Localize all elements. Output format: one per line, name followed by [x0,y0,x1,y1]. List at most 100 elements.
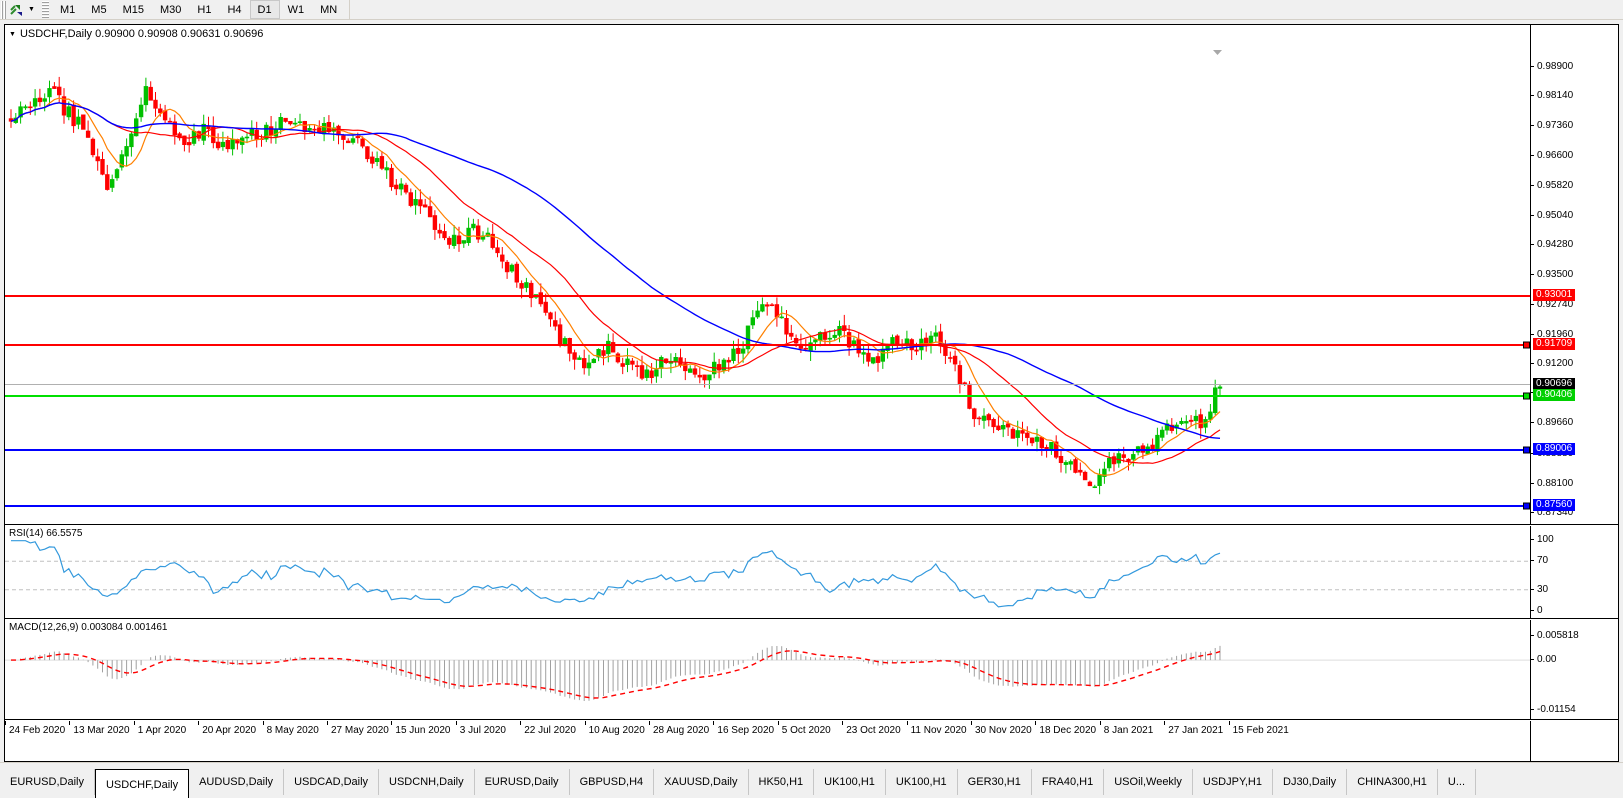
chart-scroll-marker[interactable] [1213,50,1222,55]
date-tick: 23 Oct 2020 [842,721,901,736]
symbol-tab-eurusddaily[interactable]: EURUSD,Daily [0,769,95,795]
toolbar-separator [42,1,49,18]
timeframe-button-d1[interactable]: D1 [249,0,280,19]
price-tag-support[interactable]: 0.90406 [1533,388,1576,401]
date-tick: 5 Oct 2020 [777,721,831,736]
rsi-axis: 100 70 30 0 [1530,526,1618,618]
rsi-tick: 70 [1531,556,1548,566]
symbol-tab-usdjpyh1[interactable]: USDJPY,H1 [1193,769,1273,795]
date-tick: 3 Jul 2020 [455,721,506,736]
toolbar-grip[interactable] [1,0,7,19]
macd-tick: -0.01154 [1531,705,1576,715]
macd-axis: 0.005818 0.00 -0.01154 [1530,620,1618,719]
date-tick: 15 Feb 2021 [1228,721,1289,736]
price-tick: 0.93500 [1531,270,1573,280]
date-tick: 22 Jul 2020 [520,721,576,736]
macd-tick: 0.00 [1531,655,1556,665]
date-tick: 11 Nov 2020 [906,721,967,736]
symbol-tab-china300h1[interactable]: CHINA300,H1 [1347,769,1438,795]
price-plot[interactable] [5,25,1530,524]
timeframe-button-mn[interactable]: MN [320,3,338,16]
time-axis-corner [1530,721,1618,761]
symbol-tab-usdcnhdaily[interactable]: USDCNH,Daily [379,769,475,795]
macd-svg [5,645,1530,701]
crosshair-icon[interactable] [9,2,26,18]
price-tick: 0.94280 [1531,240,1573,250]
price-tick: 0.95040 [1531,210,1573,221]
price-pane[interactable]: ▼ USDCHF,Daily 0.90900 0.90908 0.90631 0… [5,25,1618,525]
timeframe-button-m30[interactable]: M30 [159,3,182,16]
level-line-blue[interactable] [5,448,1530,451]
timeframe-button-m1[interactable]: M1 [60,3,76,16]
chart-area[interactable]: ▼ USDCHF,Daily 0.90900 0.90908 0.90631 0… [4,24,1619,762]
symbol-tab-bar[interactable]: EURUSD,Daily USDCHF,Daily AUDUSD,Daily USDC… [0,762,1623,798]
price-axis[interactable]: 0.98900 0.98140 0.97360 0.96600 0.95820 0.950… [1530,25,1618,524]
time-axis[interactable]: 24 Feb 2020 13 Mar 2020 1 Apr 2020 20 Apr 2… [4,721,1530,761]
price-tag-support[interactable]: 0.87560 [1533,498,1576,511]
date-tick: 10 Aug 2020 [584,721,645,736]
symbol-tab-hk50h1[interactable]: HK50,H1 [749,769,815,795]
level-line-handle[interactable] [1523,341,1530,349]
symbol-tab-xauusddaily[interactable]: XAUUSD,Daily [654,769,749,795]
rsi-tick: 100 [1531,535,1554,545]
symbol-tab-audusddaily[interactable]: AUDUSD,Daily [189,769,285,795]
symbol-tab-uk100h1[interactable]: UK100,H1 [814,769,886,795]
date-tick: 13 Mar 2020 [69,721,130,736]
level-line-blue[interactable] [5,504,1530,507]
date-tick: 18 Dec 2020 [1035,721,1097,736]
symbol-tab-u[interactable]: U... [1438,769,1477,795]
level-line-gray[interactable] [5,383,1530,385]
date-tick: 1 Apr 2020 [133,721,187,736]
chart-toolbar: ▼ M1 M5 M15 M30 H1 H4 D1 W1 MN [0,0,1623,20]
level-line-red[interactable] [5,294,1530,297]
date-tick: 27 Jan 2021 [1164,721,1224,736]
level-line-handle[interactable] [1523,502,1530,509]
symbol-ohlc-text: USDCHF,Daily 0.90900 0.90908 0.90631 0.9… [19,28,264,40]
toolbar-empty-area [349,0,1623,20]
timeframe-button-group: M1 M5 M15 M30 H1 H4 D1 W1 MN [52,0,345,19]
symbol-tab-ger30h1[interactable]: GER30,H1 [958,769,1032,795]
price-tick: 0.91200 [1531,359,1573,369]
price-tag-resistance[interactable]: 0.91709 [1533,338,1576,351]
price-tag-last-price[interactable]: 0.90696 [1533,377,1576,390]
rsi-pane[interactable]: RSI(14) 66.5575 100 70 30 0 [5,526,1618,619]
timeframe-button-m15[interactable]: M15 [122,3,144,16]
macd-label: MACD(12,26,9) 0.003084 0.001461 [9,622,168,633]
timeframe-button-h1[interactable]: H1 [197,3,212,16]
price-tag-support[interactable]: 0.89006 [1533,442,1576,455]
level-line-red[interactable] [5,344,1530,347]
date-tick: 15 Jun 2020 [391,721,451,736]
price-tick: 0.89660 [1531,418,1573,428]
date-tick: 27 May 2020 [327,721,389,736]
chevron-down-icon[interactable]: ▼ [28,6,35,13]
price-tick: 0.92740 [1531,299,1573,310]
price-tag-resistance[interactable]: 0.93001 [1533,288,1576,301]
macd-tick: 0.005818 [1531,631,1579,641]
level-line-handle[interactable] [1523,392,1530,400]
symbol-tab-dj30daily[interactable]: DJ30,Daily [1273,769,1348,795]
symbol-tab-gbpusdh4[interactable]: GBPUSD,H4 [570,769,655,795]
timeframe-button-w1[interactable]: W1 [287,3,305,16]
crosshair-tool-group[interactable]: ▼ [7,2,39,18]
chevron-down-icon[interactable]: ▼ [9,30,16,38]
time-axis-pane[interactable]: 24 Feb 2020 13 Mar 2020 1 Apr 2020 20 Apr 2… [4,721,1618,761]
timeframe-button-m5[interactable]: M5 [91,3,107,16]
price-tick: 0.88100 [1531,478,1573,489]
price-tick: 0.96600 [1531,150,1573,161]
macd-pane[interactable]: MACD(12,26,9) 0.003084 0.001461 0.005818… [5,620,1618,720]
symbol-tab-usdchfdaily[interactable]: USDCHF,Daily [94,769,190,798]
macd-plot[interactable] [5,620,1530,719]
level-line-green[interactable] [5,394,1530,397]
candlestick-svg [8,76,1223,495]
symbol-tab-eurusddaily[interactable]: EURUSD,Daily [475,769,570,795]
symbol-tab-fra40h1[interactable]: FRA40,H1 [1032,769,1105,795]
price-tick: 0.98140 [1531,91,1573,101]
rsi-plot[interactable] [5,526,1530,618]
timeframe-button-h4[interactable]: H4 [227,3,242,16]
symbol-tab-usdcaddaily[interactable]: USDCAD,Daily [284,769,380,795]
level-line-handle[interactable] [1523,446,1530,454]
symbol-tab-uk100h1[interactable]: UK100,H1 [886,769,958,795]
rsi-label: RSI(14) 66.5575 [9,528,83,539]
symbol-tab-usoilweekly[interactable]: USOil,Weekly [1104,769,1193,795]
